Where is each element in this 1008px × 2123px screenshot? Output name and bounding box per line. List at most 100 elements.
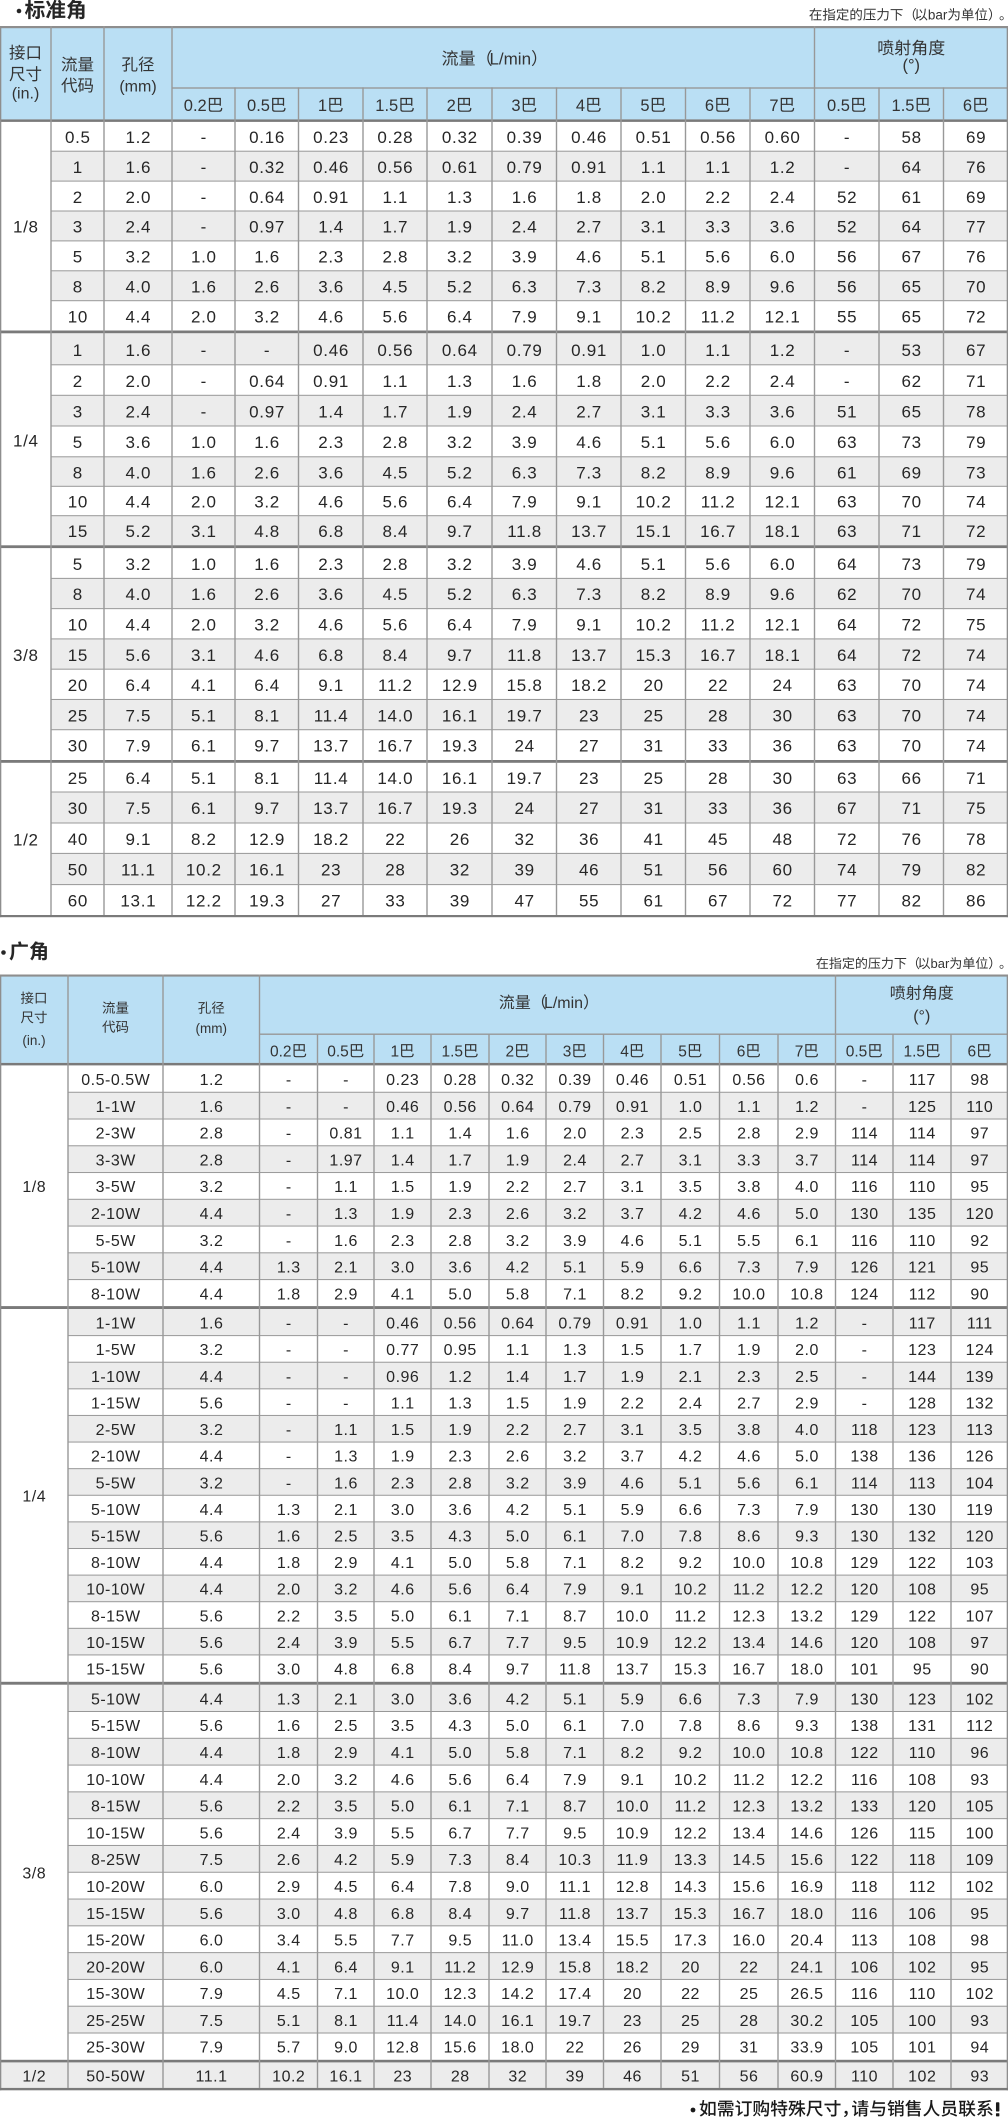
svg-text:6.3: 6.3 <box>512 463 538 482</box>
svg-text:2.6: 2.6 <box>254 585 280 604</box>
svg-text:1/8: 1/8 <box>22 1179 46 1196</box>
svg-text:69: 69 <box>966 128 986 147</box>
svg-text:144: 144 <box>908 1369 936 1386</box>
svg-text:5: 5 <box>73 433 83 452</box>
svg-text:6.4: 6.4 <box>447 307 473 326</box>
svg-text:5.9: 5.9 <box>621 1691 645 1708</box>
svg-text:2.0: 2.0 <box>563 1126 587 1143</box>
svg-text:72: 72 <box>772 892 792 911</box>
svg-text:3.0: 3.0 <box>277 1906 301 1923</box>
svg-text:8.4: 8.4 <box>382 646 408 665</box>
svg-text:128: 128 <box>908 1395 936 1412</box>
svg-text:15.5: 15.5 <box>616 1933 649 1950</box>
svg-text:4.4: 4.4 <box>200 1260 224 1277</box>
svg-text:2.2: 2.2 <box>705 188 731 207</box>
svg-text:0.91: 0.91 <box>616 1099 649 1116</box>
svg-text:4.2: 4.2 <box>506 1691 530 1708</box>
svg-text:2.1: 2.1 <box>334 1691 358 1708</box>
svg-text:2.6: 2.6 <box>506 1449 530 1466</box>
svg-text:63: 63 <box>837 706 857 725</box>
svg-text:-: - <box>844 341 850 360</box>
svg-text:4.4: 4.4 <box>125 493 151 512</box>
svg-text:0.97: 0.97 <box>249 402 285 421</box>
svg-text:11.4: 11.4 <box>314 769 349 788</box>
svg-text:1.5: 1.5 <box>621 1342 645 1359</box>
svg-text:9.6: 9.6 <box>770 277 796 296</box>
svg-text:1.6: 1.6 <box>200 1316 224 1333</box>
svg-text:5.1: 5.1 <box>191 706 217 725</box>
svg-text:1.9: 1.9 <box>448 1422 472 1439</box>
svg-text:1.3: 1.3 <box>334 1206 358 1223</box>
svg-text:1.1: 1.1 <box>737 1316 761 1333</box>
svg-text:3: 3 <box>73 402 83 421</box>
svg-text:18.2: 18.2 <box>571 676 607 695</box>
svg-text:60.9: 60.9 <box>790 2068 823 2085</box>
svg-text:13.7: 13.7 <box>313 737 349 756</box>
svg-text:0.79: 0.79 <box>507 158 543 177</box>
svg-text:30.2: 30.2 <box>790 2013 823 2030</box>
svg-text:1.2: 1.2 <box>125 128 151 147</box>
svg-text:1.2: 1.2 <box>770 341 796 360</box>
svg-text:2.7: 2.7 <box>563 1422 587 1439</box>
svg-text:2.9: 2.9 <box>334 1286 358 1303</box>
svg-text:15.6: 15.6 <box>732 1879 765 1896</box>
svg-text:3.1: 3.1 <box>621 1179 645 1196</box>
svg-text:76: 76 <box>901 830 921 849</box>
svg-text:7.9: 7.9 <box>795 1260 819 1277</box>
svg-text:73: 73 <box>966 463 986 482</box>
svg-text:5.0: 5.0 <box>391 1799 415 1816</box>
svg-text:7: 7 <box>795 1043 804 1060</box>
svg-text:1.6: 1.6 <box>334 1233 358 1250</box>
svg-text:19.3: 19.3 <box>442 799 478 818</box>
svg-text:1.1: 1.1 <box>391 1395 415 1412</box>
svg-text:7.3: 7.3 <box>576 277 602 296</box>
svg-text:1.1: 1.1 <box>705 341 731 360</box>
svg-text:1/8: 1/8 <box>13 218 39 237</box>
svg-text:20: 20 <box>643 676 663 695</box>
svg-text:8.6: 8.6 <box>737 1718 761 1735</box>
svg-text:-: - <box>862 1316 868 1333</box>
svg-text:0.32: 0.32 <box>249 158 285 177</box>
svg-text:4.3: 4.3 <box>448 1529 472 1546</box>
svg-text:1.3: 1.3 <box>334 1449 358 1466</box>
svg-text:-: - <box>286 1099 292 1116</box>
svg-text:3.2: 3.2 <box>447 248 473 267</box>
svg-text:0.91: 0.91 <box>313 372 349 391</box>
svg-text:25: 25 <box>740 1986 759 2003</box>
svg-text:8.2: 8.2 <box>621 1555 645 1572</box>
svg-text:11.2: 11.2 <box>733 1772 765 1789</box>
svg-text:64: 64 <box>901 158 921 177</box>
svg-text:11.2: 11.2 <box>733 1582 765 1599</box>
svg-text:0.81: 0.81 <box>329 1126 362 1143</box>
svg-text:30: 30 <box>772 769 792 788</box>
svg-text:22: 22 <box>566 2040 585 2057</box>
svg-text:64: 64 <box>901 218 921 237</box>
svg-text:116: 116 <box>851 1986 878 2003</box>
svg-text:7.1: 7.1 <box>506 1799 530 1816</box>
svg-text:12.3: 12.3 <box>732 1799 765 1816</box>
svg-text:8.2: 8.2 <box>191 830 217 849</box>
svg-text:10: 10 <box>68 493 88 512</box>
svg-text:-: - <box>201 188 207 207</box>
svg-text:41: 41 <box>643 830 663 849</box>
svg-text:1.6: 1.6 <box>277 1529 301 1546</box>
svg-text:1.8: 1.8 <box>277 1555 301 1572</box>
svg-text:5.9: 5.9 <box>391 1852 415 1869</box>
svg-text:5-5W: 5-5W <box>96 1233 137 1250</box>
svg-text:7.3: 7.3 <box>576 463 602 482</box>
svg-text:3.2: 3.2 <box>563 1206 587 1223</box>
svg-text:120: 120 <box>908 1799 936 1816</box>
svg-text:10: 10 <box>68 307 88 326</box>
svg-text:11.2: 11.2 <box>701 493 736 512</box>
svg-text:71: 71 <box>901 522 921 541</box>
svg-text:17.3: 17.3 <box>674 1933 707 1950</box>
svg-text:-: - <box>844 372 850 391</box>
svg-text:10.0: 10.0 <box>386 1986 419 2003</box>
svg-text:5.1: 5.1 <box>641 248 667 267</box>
svg-text:13.4: 13.4 <box>732 1635 765 1652</box>
svg-text:7.9: 7.9 <box>563 1772 587 1789</box>
svg-text:98: 98 <box>970 1072 989 1089</box>
svg-text:108: 108 <box>908 1582 936 1599</box>
svg-text:8.4: 8.4 <box>382 522 408 541</box>
svg-text:118: 118 <box>909 1852 936 1869</box>
